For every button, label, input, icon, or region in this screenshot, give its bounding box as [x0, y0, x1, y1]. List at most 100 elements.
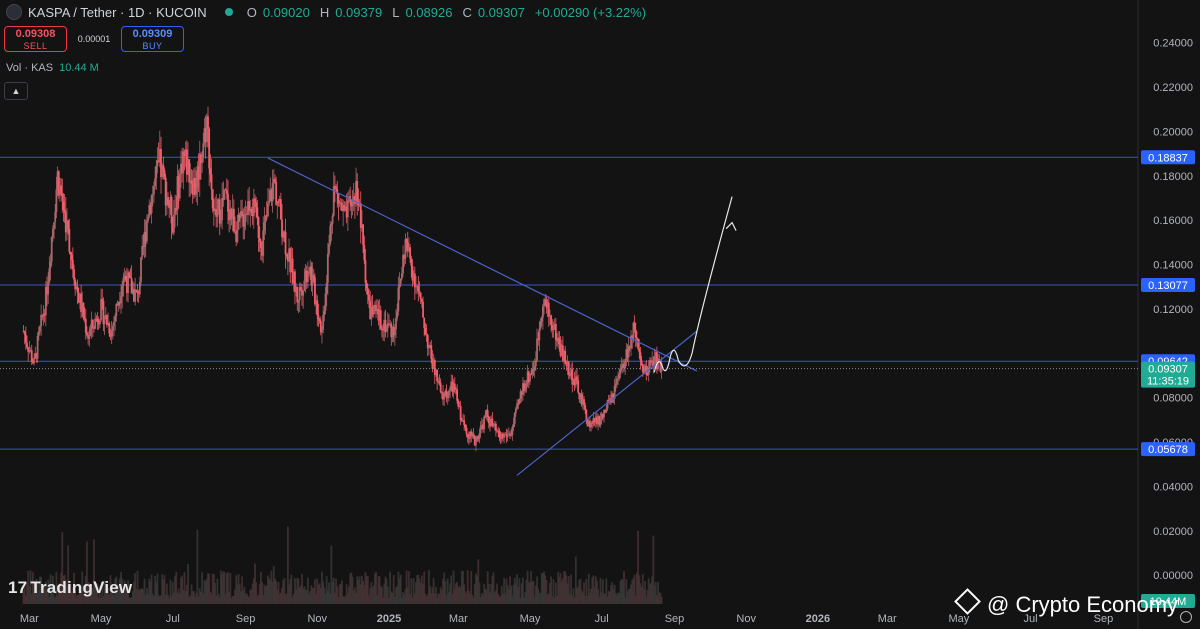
candle-body — [55, 189, 58, 213]
chevron-up-icon[interactable]: ▲ — [4, 82, 28, 100]
candle-body — [431, 358, 434, 369]
x-tick-label: May — [91, 613, 112, 625]
volume-bar — [71, 586, 74, 604]
candle-body — [378, 310, 381, 321]
volume-bar — [29, 570, 32, 604]
volume-bar — [579, 578, 582, 604]
volume-bar — [108, 594, 111, 604]
volume-bar — [143, 578, 146, 604]
volume-bar — [223, 571, 226, 604]
volume-bar — [101, 582, 104, 604]
volume-bar — [155, 581, 158, 604]
volume-bar — [311, 587, 314, 604]
volume-bar — [643, 589, 645, 604]
volume-bar — [308, 594, 310, 604]
candle-body — [657, 358, 659, 370]
volume-bar — [384, 576, 387, 604]
candle-body — [325, 282, 328, 294]
candle-body — [178, 173, 181, 199]
volume-bar — [63, 574, 66, 604]
candle-body — [370, 306, 373, 320]
sell-button[interactable]: 0.09308 SELL — [4, 26, 67, 52]
volume-bar — [239, 591, 242, 604]
volume-bar — [102, 596, 105, 604]
candle-body — [440, 391, 443, 393]
candle-body — [164, 177, 167, 206]
candle-body — [655, 352, 658, 370]
volume-bar — [251, 583, 254, 604]
volume-bar — [600, 592, 603, 604]
volume-bar — [363, 585, 366, 604]
candle-body — [429, 345, 431, 347]
candle-body — [37, 331, 40, 336]
volume-bar — [536, 576, 538, 604]
candle-body — [395, 317, 397, 330]
volume-bar — [395, 587, 397, 604]
candle-body — [81, 302, 84, 313]
candle-body — [623, 363, 625, 369]
buy-button[interactable]: 0.09309 BUY — [121, 26, 184, 52]
volume-bar — [137, 589, 140, 604]
candle-body — [375, 305, 377, 312]
candle-body — [217, 199, 220, 212]
volume-bar — [128, 597, 131, 604]
candle-body — [181, 163, 184, 174]
candle-body — [518, 398, 521, 404]
candle-body — [60, 185, 63, 194]
candle-body — [161, 165, 164, 178]
volume-bar — [455, 583, 457, 604]
candle-body — [239, 211, 242, 219]
candle-body — [645, 365, 648, 373]
volume-bar — [141, 588, 144, 604]
y-tick-label: 0.14000 — [1153, 260, 1193, 272]
candle-body — [445, 390, 448, 398]
candle-body — [296, 287, 299, 303]
volume-bar — [285, 593, 288, 604]
volume-bar — [554, 582, 557, 604]
candle-body — [275, 181, 278, 205]
candle-body — [504, 434, 507, 435]
volume-label: Vol · KAS — [6, 62, 54, 74]
volume-bar — [225, 573, 228, 604]
candle-body — [500, 433, 503, 439]
volume-bar — [315, 594, 318, 604]
candle-body — [108, 323, 111, 334]
candle-body — [467, 436, 470, 439]
volume-bar — [442, 578, 444, 604]
candle-body — [202, 143, 205, 158]
volume-bar — [430, 593, 433, 604]
settings-icon[interactable] — [1180, 611, 1192, 623]
y-tick-label: 0.12000 — [1153, 304, 1193, 316]
candle-body — [473, 435, 476, 446]
volume-bar — [577, 586, 580, 604]
volume-bar — [258, 584, 261, 604]
symbol-title[interactable]: KASPA / Tether · 1D · KUCOIN — [28, 4, 207, 20]
candle-body — [77, 292, 80, 303]
volume-bar — [279, 592, 282, 604]
candle-body — [238, 214, 241, 219]
volume-bar — [205, 578, 208, 604]
volume-bar — [608, 591, 611, 604]
volume-bar — [397, 571, 400, 604]
candle-body — [544, 299, 547, 301]
volume-bar — [396, 586, 399, 604]
candle-body — [50, 237, 53, 262]
volume-bar — [282, 580, 285, 604]
volume-bar — [321, 571, 323, 604]
candle-body — [497, 430, 500, 432]
volume-bar — [385, 578, 388, 604]
volume-bar — [389, 571, 392, 604]
candle-body — [278, 199, 281, 203]
candle-body — [36, 335, 39, 359]
volume-bar — [144, 594, 147, 604]
candle-body — [450, 381, 453, 389]
volume-bar — [479, 596, 482, 604]
volume-bar — [187, 564, 189, 604]
candle-body — [140, 257, 142, 282]
volume-bar — [238, 583, 241, 604]
volume-bar — [660, 596, 663, 604]
volume-bar — [161, 574, 164, 604]
candle-body — [590, 422, 592, 428]
volume-bar — [220, 570, 222, 604]
